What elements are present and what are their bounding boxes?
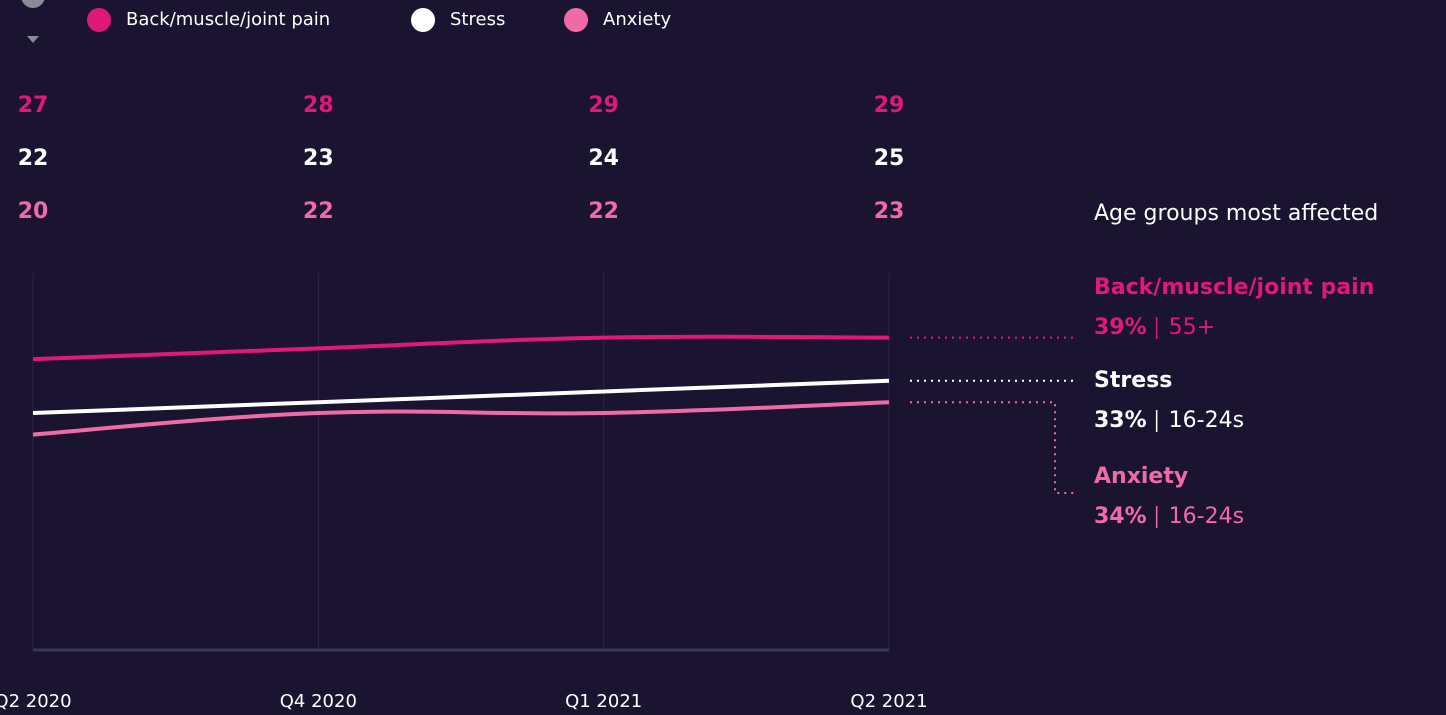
legend-swatch — [411, 8, 435, 32]
annotation-value: 39% — [1094, 315, 1147, 340]
x-tick-label: Q2 2021 — [850, 691, 927, 712]
series-line — [32, 334, 890, 362]
unit-badge-pointer — [27, 36, 39, 43]
series-line — [32, 378, 890, 416]
annotation-group: 16-24s — [1169, 408, 1244, 433]
value-label: 27 — [18, 93, 49, 118]
annotation-title: Age groups most affected — [1094, 201, 1378, 226]
x-tick-label: Q4 2020 — [280, 691, 357, 712]
annotation-name: Anxiety — [1094, 464, 1188, 489]
annotation-value: 33% — [1094, 408, 1147, 433]
x-tick-label: Q2 2020 — [0, 691, 72, 712]
legend-label: Anxiety — [603, 9, 672, 30]
legend-label: Stress — [450, 9, 505, 30]
value-label: 23 — [303, 146, 334, 171]
legend-label: Back/muscle/joint pain — [126, 9, 330, 30]
value-label: 23 — [874, 199, 905, 224]
series-line — [32, 400, 890, 437]
value-label: 29 — [588, 93, 619, 118]
value-label: 25 — [874, 146, 905, 171]
annotation-value: 34% — [1094, 504, 1147, 529]
legend-swatch — [564, 8, 588, 32]
annotation-name: Back/muscle/joint pain — [1094, 275, 1374, 300]
annotation-group: 16-24s — [1169, 504, 1244, 529]
value-label: 22 — [303, 199, 334, 224]
value-label: 28 — [303, 93, 334, 118]
value-label: 22 — [18, 146, 49, 171]
value-label: 22 — [588, 199, 619, 224]
annotation-name: Stress — [1094, 368, 1172, 393]
x-tick-label: Q1 2021 — [565, 691, 642, 712]
value-label: 29 — [874, 93, 905, 118]
leader-line — [910, 401, 1078, 494]
value-label: 24 — [588, 146, 619, 171]
value-label: 20 — [18, 199, 49, 224]
annotation-group: 55+ — [1169, 315, 1215, 340]
legend-swatch — [87, 8, 111, 32]
unit-label: % — [26, 13, 39, 28]
unit-badge — [21, 0, 45, 8]
